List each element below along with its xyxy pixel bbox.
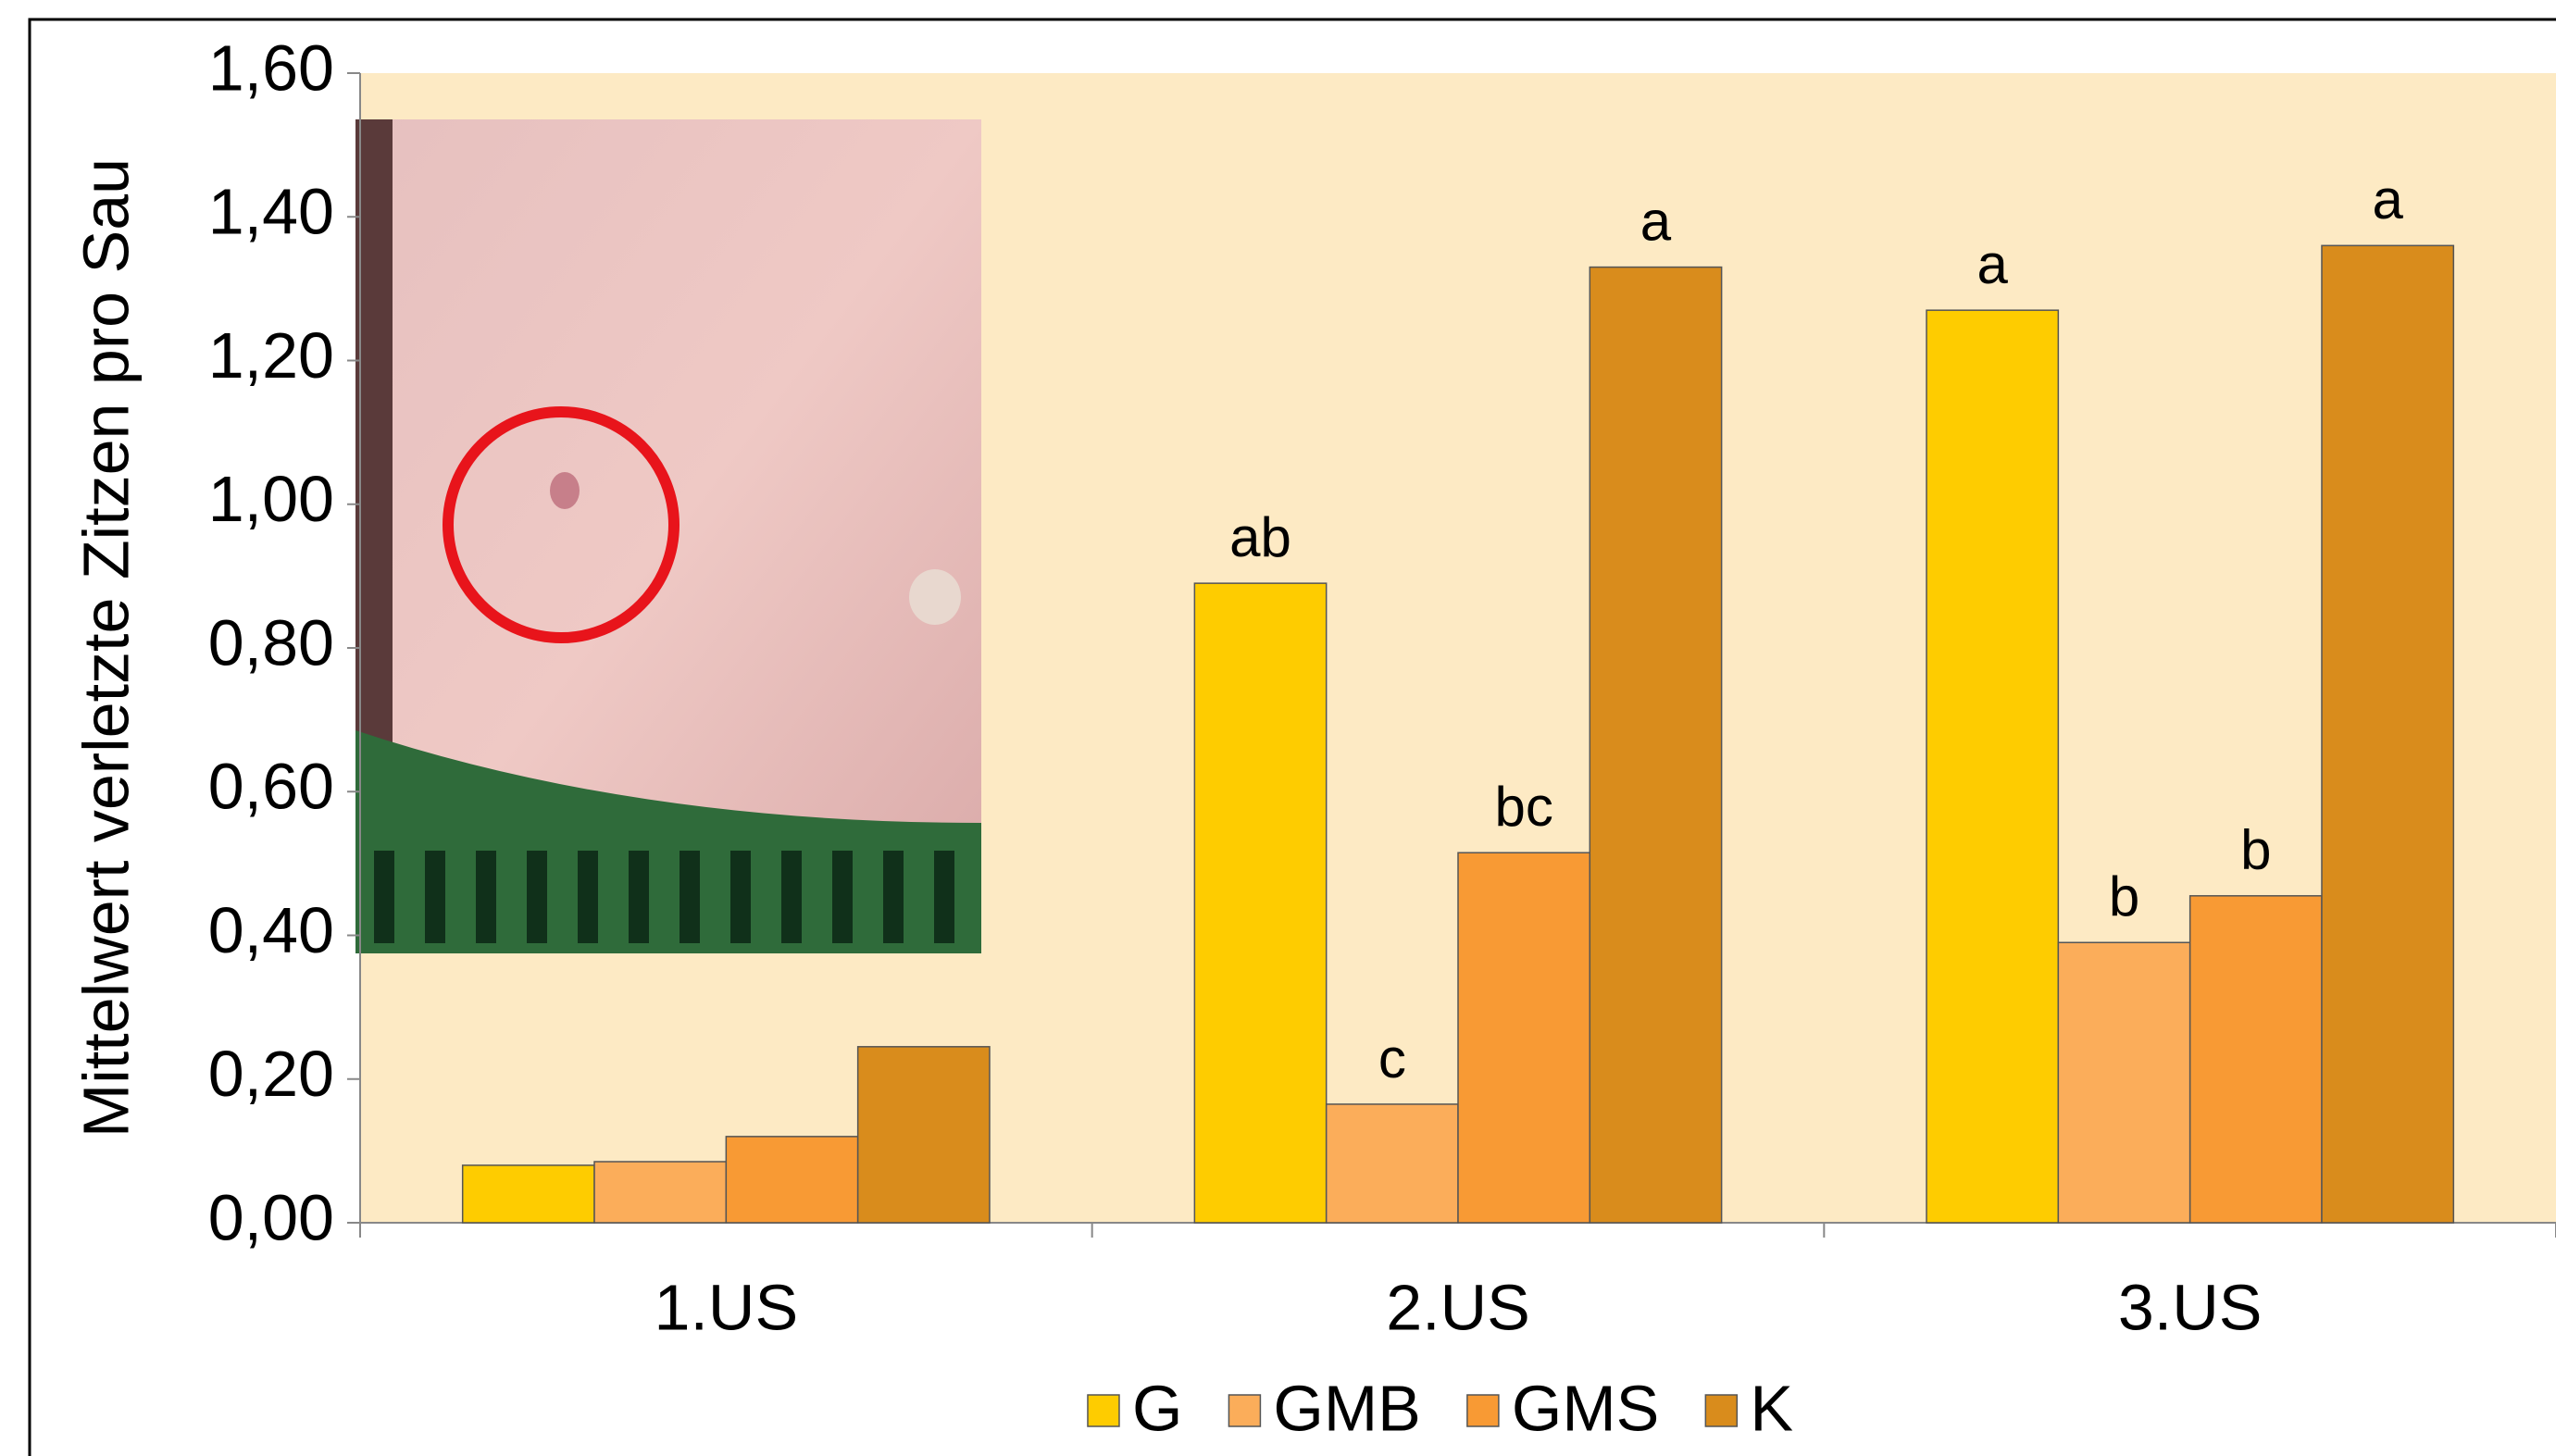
bar [858, 1047, 990, 1223]
bar [594, 1162, 726, 1223]
significance-letter: a [2372, 168, 2403, 230]
photo-grate [730, 851, 751, 943]
photo-teat [909, 569, 961, 625]
legend-swatch [1088, 1395, 1119, 1426]
photo-grate [934, 851, 954, 943]
significance-letter: ab [1229, 506, 1291, 568]
y-tick-label: 1,40 [208, 176, 334, 248]
photo-grate [374, 851, 394, 943]
bar [2058, 942, 2189, 1223]
photo-grate [425, 851, 445, 943]
x-tick-label: 3.US [2118, 1271, 2263, 1343]
y-tick-label: 1,60 [208, 31, 334, 104]
legend-swatch [1467, 1395, 1499, 1426]
y-tick-label: 0,20 [208, 1038, 334, 1110]
legend-label: G [1132, 1372, 1182, 1444]
legend-label: GMS [1512, 1372, 1659, 1444]
photo-grate [781, 851, 802, 943]
bar [1458, 852, 1590, 1223]
bar [1194, 583, 1326, 1223]
x-tick-label: 2.US [1386, 1271, 1530, 1343]
bar [1327, 1104, 1458, 1223]
bar [1590, 268, 1721, 1223]
photo-grate [629, 851, 649, 943]
legend-swatch [1228, 1395, 1260, 1426]
photo-grate [476, 851, 496, 943]
photo-grate [832, 851, 853, 943]
y-tick-label: 0,40 [208, 894, 334, 966]
significance-letter: c [1378, 1027, 1406, 1089]
bar [726, 1137, 857, 1223]
significance-letter: a [1976, 233, 2008, 295]
bar [2190, 896, 2322, 1223]
significance-letter: bc [1494, 776, 1552, 838]
photo-grate [578, 851, 598, 943]
photo-teat [550, 472, 580, 509]
legend-label: GMB [1273, 1372, 1420, 1444]
y-tick-label: 0,80 [208, 606, 334, 678]
y-tick-label: 0,60 [208, 751, 334, 823]
y-tick-label: 1,20 [208, 319, 334, 392]
bar [463, 1165, 594, 1223]
bar [2322, 245, 2453, 1223]
y-tick-label: 0,00 [208, 1181, 334, 1253]
bar [1926, 310, 2058, 1223]
legend-swatch [1705, 1395, 1737, 1426]
chart: Mittelwert verletzte Zitzen pro Sau 0,00… [0, 0, 2556, 1456]
significance-letter: b [2109, 865, 2139, 927]
photo [355, 119, 981, 953]
x-tick-label: 1.US [655, 1271, 799, 1343]
significance-letter: a [1640, 190, 1672, 252]
y-tick-label: 1,00 [208, 463, 334, 535]
legend: G GMB GMS K [1088, 1372, 1793, 1444]
photo-grate [680, 851, 700, 943]
significance-letter: b [2240, 819, 2271, 881]
y-axis-title: Mittelwert verletzte Zitzen pro Sau [69, 158, 142, 1138]
photo-grate [527, 851, 547, 943]
legend-label: K [1750, 1372, 1793, 1444]
photo-grate [883, 851, 904, 943]
